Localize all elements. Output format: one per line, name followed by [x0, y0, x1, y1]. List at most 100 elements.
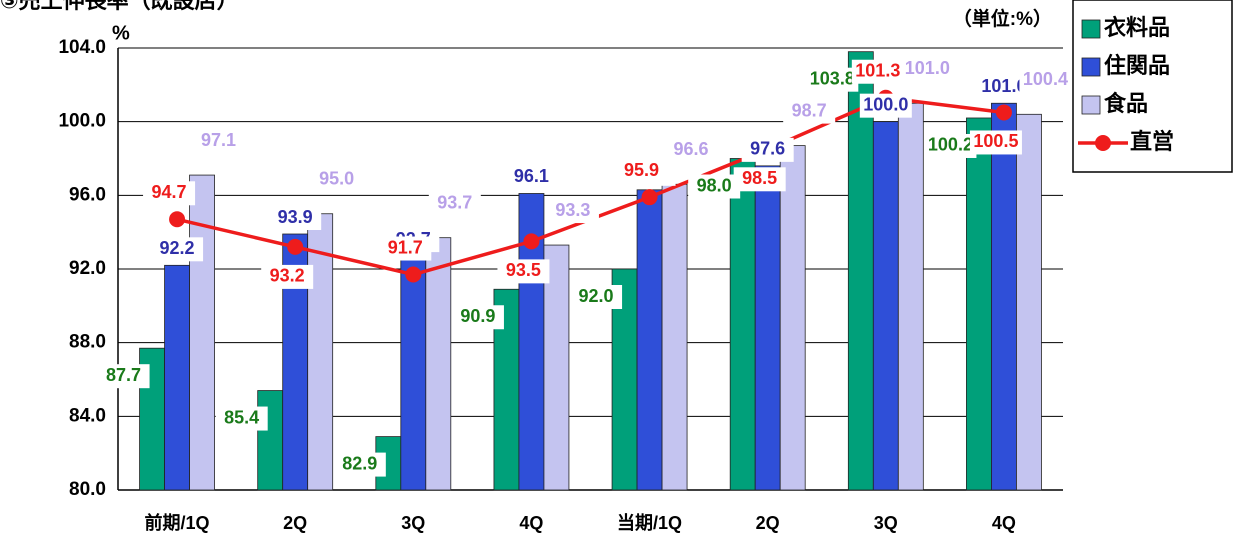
value-label-bg [333, 452, 386, 477]
value-label: 101.0 [905, 58, 950, 78]
chart-title: ③売上伸長率（既設店） [0, 0, 239, 13]
value-label-bg [269, 206, 322, 231]
x-tick-label: 前期/1Q [145, 512, 210, 533]
y-tick-label: 92.0 [69, 258, 106, 279]
y-tick-label: 84.0 [69, 405, 106, 426]
y-axis-label: % [112, 22, 130, 44]
unit-label: （単位:%） [953, 7, 1052, 30]
x-tick-label: 当期/1Q [617, 512, 682, 533]
value-label-bg [192, 129, 245, 154]
value-label-bg [451, 305, 504, 330]
value-label: 94.7 [152, 182, 187, 202]
line-point [995, 104, 1012, 121]
value-label-bg [97, 364, 150, 389]
value-label-bg [741, 137, 794, 162]
value-label: 103.8 [810, 68, 855, 88]
value-label-bg [428, 191, 481, 216]
value-label: 95.9 [624, 160, 659, 180]
bar [400, 255, 427, 491]
value-label: 82.9 [342, 453, 377, 473]
value-label: 91.7 [388, 237, 423, 257]
y-tick-label: 100.0 [58, 111, 106, 132]
value-label: 96.6 [674, 139, 709, 159]
bar [636, 189, 663, 491]
bar [991, 102, 1017, 491]
value-label: 97.6 [750, 139, 785, 159]
value-label-bg [733, 167, 786, 192]
line-point [641, 189, 658, 206]
value-label-bg [570, 285, 623, 309]
bar [164, 264, 190, 491]
bar [847, 51, 874, 491]
line-point [169, 211, 186, 228]
value-label-bg [143, 181, 196, 206]
value-label-bg [546, 199, 599, 224]
bar [1016, 113, 1042, 491]
x-tick-label: 3Q [874, 513, 898, 533]
x-tick-label: 3Q [401, 513, 425, 533]
y-tick-label: 96.0 [69, 184, 106, 205]
value-label: 85.4 [224, 407, 259, 427]
legend-label: 食品 [1104, 91, 1148, 116]
x-tick-label: 4Q [992, 513, 1016, 533]
bar [425, 237, 452, 491]
value-label-bg [1019, 68, 1072, 93]
bar [966, 117, 992, 491]
value-label-bg [379, 236, 432, 261]
value-label-bg [215, 406, 268, 431]
legend-swatch [1081, 95, 1101, 115]
value-label-bg [851, 59, 904, 84]
x-tick-label: 2Q [756, 513, 780, 533]
bar [257, 390, 284, 491]
legend-label: 衣料品 [1104, 15, 1170, 40]
legend-marker [1095, 135, 1111, 151]
value-label: 95.0 [319, 169, 354, 189]
value-label-bg [505, 165, 558, 190]
value-label: 93.5 [506, 260, 541, 280]
bar [307, 213, 334, 491]
value-label-bg [806, 67, 859, 92]
value-label: 98.5 [742, 168, 777, 188]
legend-label: 住関品 [1104, 53, 1170, 78]
value-label: 97.1 [201, 130, 236, 150]
value-label: 93.7 [437, 192, 472, 212]
bar [897, 102, 924, 491]
bar [779, 145, 806, 491]
x-tick-label: 4Q [519, 513, 543, 533]
value-label-bg [924, 133, 977, 158]
x-tick-label: 2Q [283, 513, 307, 533]
value-label: 98.7 [792, 100, 827, 120]
value-label: 100.4 [1023, 69, 1068, 89]
bar [543, 244, 570, 491]
value-label: 96.1 [514, 166, 549, 186]
value-label: 101.3 [855, 60, 900, 80]
value-label: 100.5 [973, 131, 1018, 151]
value-label-bg [615, 159, 668, 184]
value-label-bg [310, 167, 363, 192]
value-label-bg [783, 99, 836, 124]
value-label-bg [497, 259, 550, 284]
legend-swatch [1081, 57, 1101, 77]
value-label: 90.9 [460, 306, 495, 326]
legend-swatch [1081, 19, 1101, 39]
line-point [523, 233, 540, 250]
bar [729, 158, 756, 491]
value-label: 92.2 [160, 238, 195, 258]
value-label: 92.0 [579, 286, 614, 306]
value-label: 98.0 [697, 175, 732, 195]
line-point [287, 238, 304, 255]
value-label-bg [151, 237, 204, 262]
value-label: 93.2 [270, 266, 305, 286]
value-label: 87.7 [106, 365, 141, 385]
value-label: 93.3 [555, 200, 590, 220]
bar [754, 165, 781, 491]
y-tick-label: 88.0 [69, 332, 106, 353]
value-label: 101.0 [981, 76, 1026, 96]
value-label-bg [969, 130, 1022, 155]
legend-label: 直営 [1130, 129, 1174, 154]
bar [661, 183, 688, 491]
value-label-bg [665, 138, 718, 163]
value-label-bg [901, 57, 954, 82]
line-point [405, 266, 422, 283]
